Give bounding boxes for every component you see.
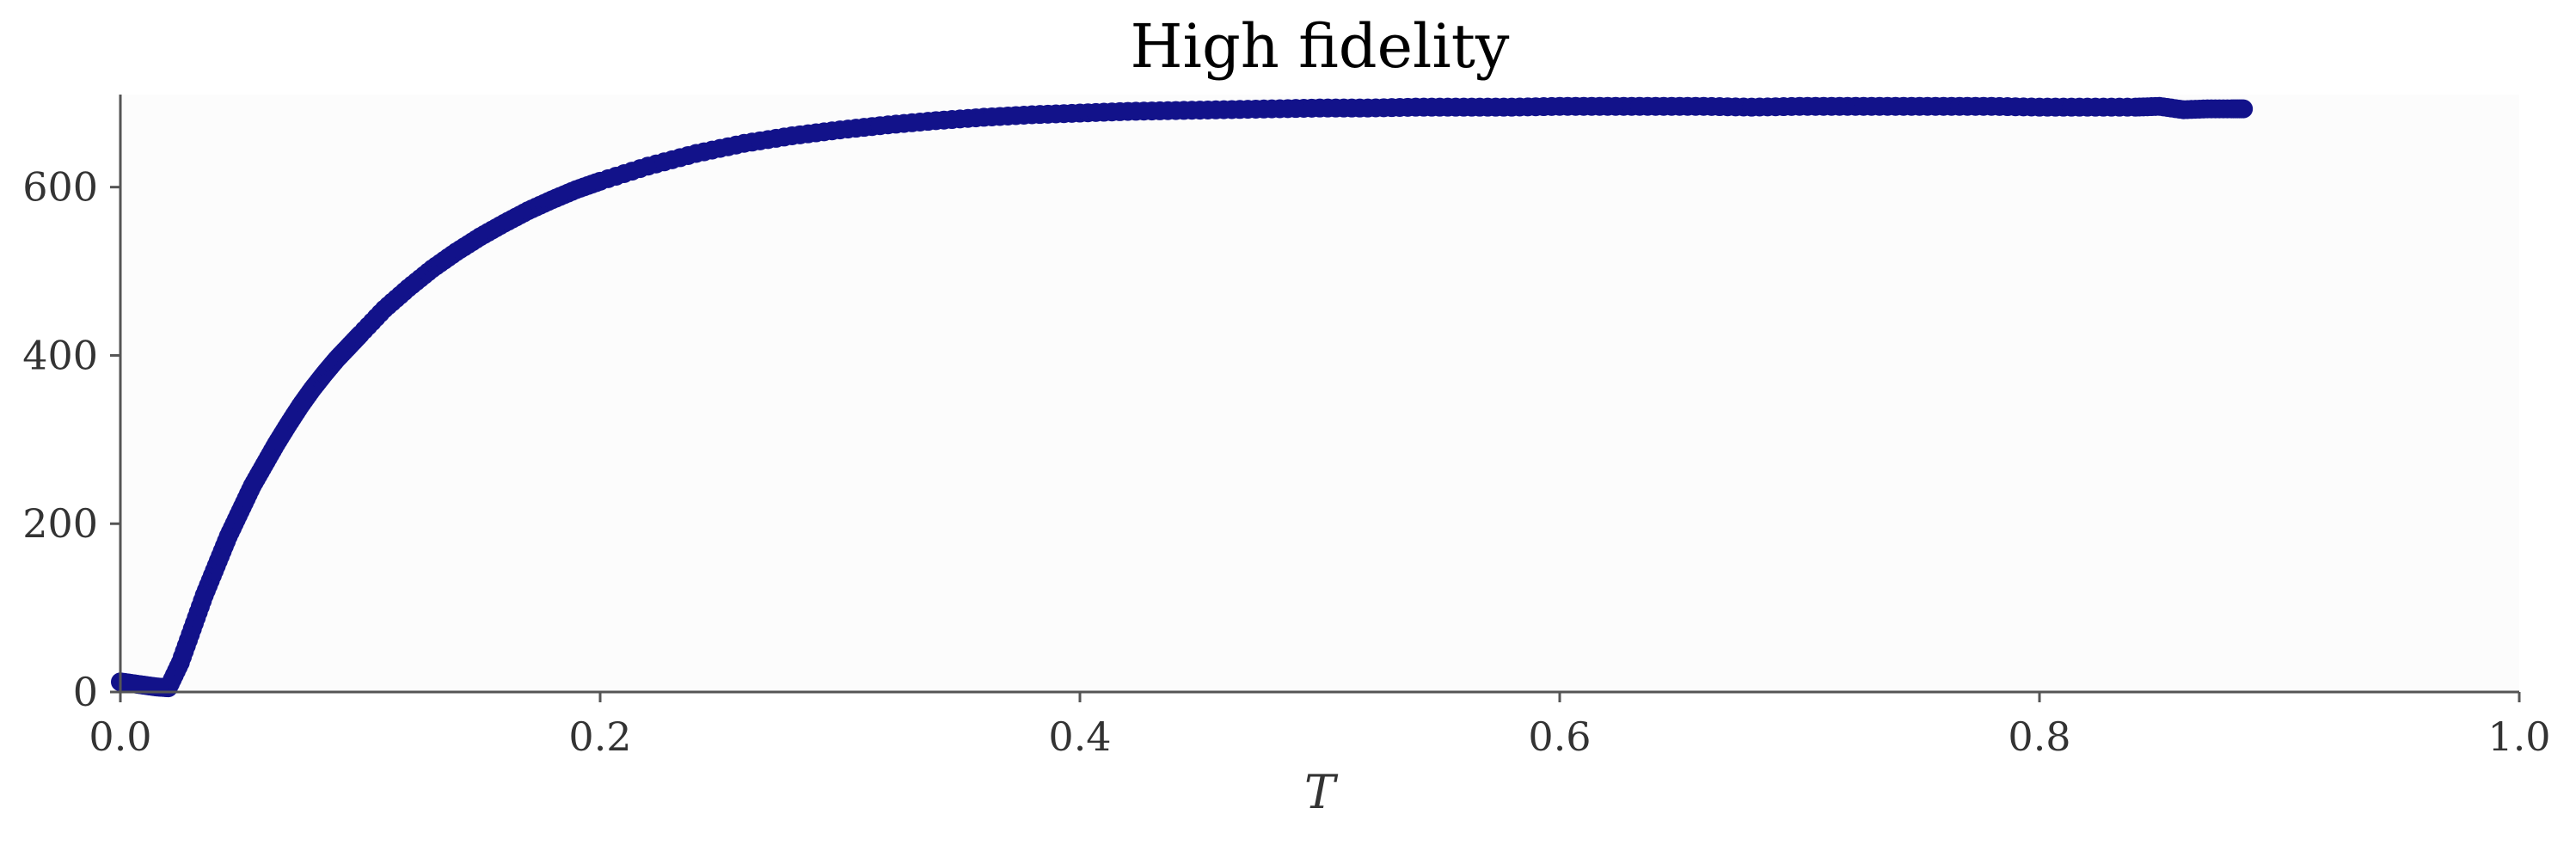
data-point: [2234, 99, 2254, 119]
plot-background: [120, 95, 2519, 692]
x-tick-label: 1.0: [2487, 713, 2550, 760]
x-tick-label: 0.6: [1528, 713, 1591, 760]
x-axis-label: T: [1304, 765, 1339, 819]
data-points: [111, 96, 2254, 698]
x-tick-label: 0.0: [89, 713, 151, 760]
y-tick-label: 200: [22, 500, 98, 547]
y-ticks: 0 200 400 600: [22, 164, 120, 715]
y-tick-label: 400: [22, 332, 98, 378]
x-tick-label: 0.8: [2008, 713, 2070, 760]
y-tick-label: 600: [22, 164, 98, 211]
x-tick-label: 0.4: [1048, 713, 1111, 760]
x-tick-label: 0.2: [568, 713, 631, 760]
y-tick-label: 0: [73, 669, 98, 715]
x-ticks: 0.0 0.2 0.4 0.6 0.8 1.0: [89, 692, 2551, 760]
chart-title: High fidelity: [1131, 11, 1510, 82]
